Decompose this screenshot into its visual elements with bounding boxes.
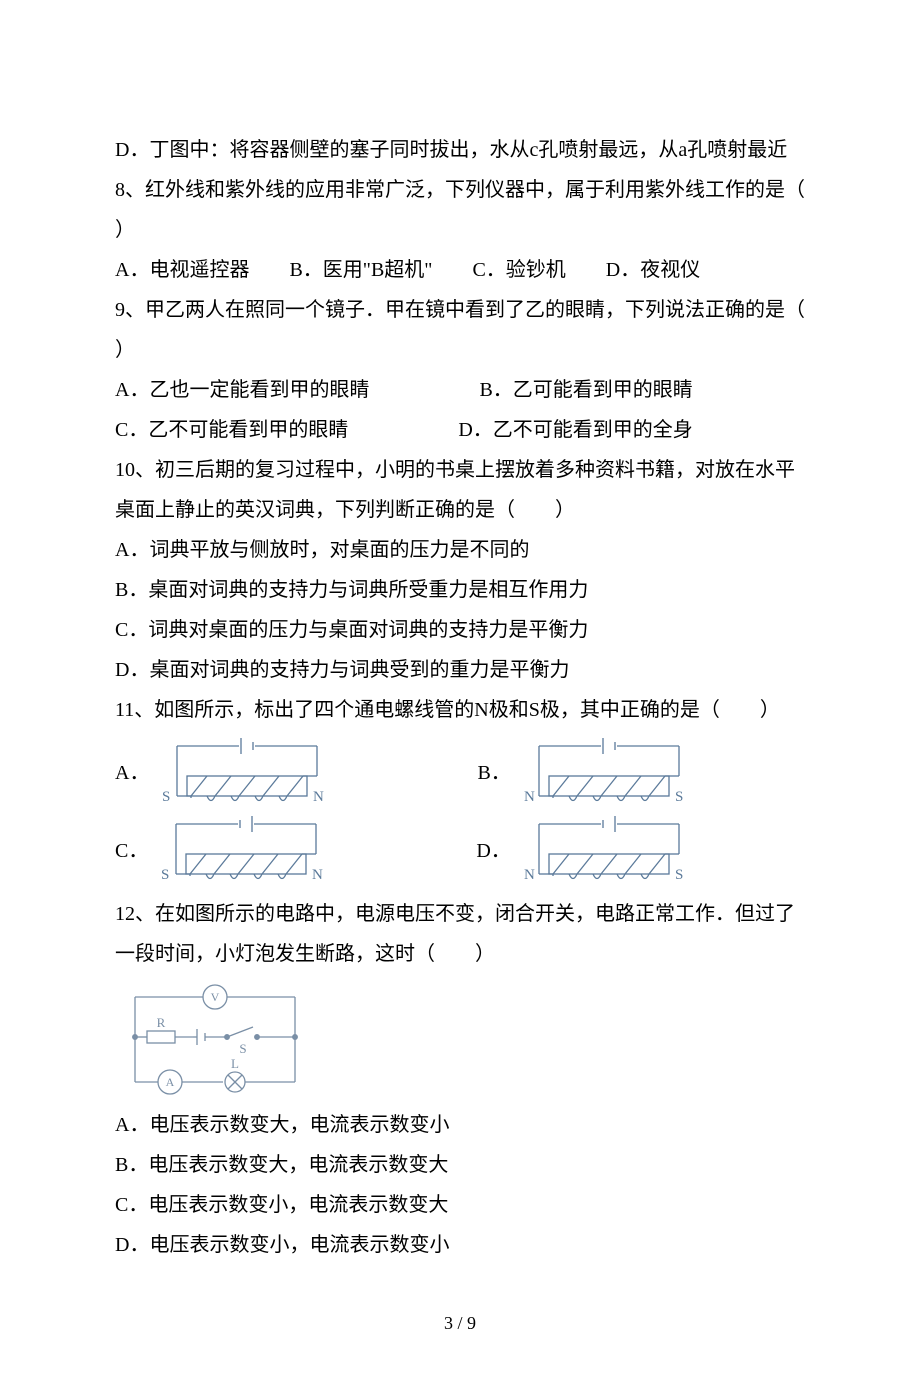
svg-text:S: S — [675, 867, 683, 883]
q10-stem-2: 桌面上静止的英汉词典，下列判断正确的是（ ） — [115, 490, 805, 530]
svg-text:N: N — [524, 867, 535, 883]
svg-text:R: R — [157, 1015, 166, 1030]
q11-opt-a-group: A． SN — [115, 738, 337, 808]
q10-stem-1: 10、初三后期的复习过程中，小明的书桌上摆放着多种资料书籍，对放在水平 — [115, 450, 805, 490]
q9-opt-b: B．乙可能看到甲的眼睛 — [479, 379, 692, 401]
q11-opt-c-group: C． SN — [115, 816, 336, 886]
q9-stem: 9、甲乙两人在照同一个镜子．甲在镜中看到了乙的眼睛，下列说法正确的是（ — [115, 290, 805, 330]
svg-text:S: S — [675, 789, 683, 805]
q12-opt-c: C．电压表示数变小，电流表示数变大 — [115, 1185, 805, 1225]
q9-row1: A．乙也一定能看到甲的眼睛 B．乙可能看到甲的眼睛 — [115, 370, 805, 410]
q12-opt-b: B．电压表示数变大，电流表示数变大 — [115, 1145, 805, 1185]
q11-solenoid-a: SN — [157, 738, 337, 808]
svg-text:N: N — [524, 789, 535, 805]
q10-opt-d: D．桌面对词典的支持力与词典受到的重力是平衡力 — [115, 650, 805, 690]
q10-opt-a: A．词典平放与侧放时，对桌面的压力是不同的 — [115, 530, 805, 570]
q12-opt-a: A．电压表示数变大，电流表示数变小 — [115, 1105, 805, 1145]
svg-text:S: S — [162, 789, 170, 805]
q11-solenoid-d: NS — [519, 816, 699, 886]
q9-row2: C．乙不可能看到甲的眼睛 D．乙不可能看到甲的全身 — [115, 410, 805, 450]
q11-opt-b-label: B． — [477, 753, 510, 793]
q10-opt-b: B．桌面对词典的支持力与词典所受重力是相互作用力 — [115, 570, 805, 610]
page-number: 3 / 9 — [115, 1305, 805, 1341]
svg-text:S: S — [239, 1041, 246, 1056]
q11-solenoid-b: NS — [519, 738, 699, 808]
q8-options: A．电视遥控器 B．医用"B超机" C．验钞机 D．夜视仪 — [115, 250, 805, 290]
q10-opt-c: C．词典对桌面的压力与桌面对词典的支持力是平衡力 — [115, 610, 805, 650]
q9-opt-d: D．乙不可能看到甲的全身 — [458, 419, 692, 441]
q11-opt-d-group: D． NS — [476, 816, 698, 886]
svg-text:V: V — [211, 990, 220, 1004]
svg-text:S: S — [161, 867, 169, 883]
q11-row1: A． SN B． NS — [115, 738, 805, 808]
q12-stem-1: 12、在如图所示的电路中，电源电压不变，闭合开关，电路正常工作．但过了 — [115, 894, 805, 934]
q9-opt-c: C．乙不可能看到甲的眼睛 — [115, 419, 348, 441]
q9-opt-a: A．乙也一定能看到甲的眼睛 — [115, 379, 369, 401]
q11-solenoid-c: SN — [156, 816, 336, 886]
svg-text:N: N — [312, 867, 323, 883]
q7-option-d: D．丁图中：将容器侧壁的塞子同时拔出，水从c孔喷射最远，从a孔喷射最近 — [115, 130, 805, 170]
svg-text:A: A — [166, 1075, 175, 1089]
q12-opt-d: D．电压表示数变小，电流表示数变小 — [115, 1225, 805, 1265]
q8-close: ） — [115, 210, 805, 250]
q11-opt-b-group: B． NS — [477, 738, 698, 808]
q12-circuit: V R S A L — [115, 982, 315, 1097]
q8-stem: 8、红外线和紫外线的应用非常广泛，下列仪器中，属于利用紫外线工作的是（ — [115, 170, 805, 210]
svg-text:N: N — [313, 789, 324, 805]
q11-stem: 11、如图所示，标出了四个通电螺线管的N极和S极，其中正确的是（ ） — [115, 690, 805, 730]
q11-opt-c-label: C． — [115, 831, 148, 871]
q11-opt-a-label: A． — [115, 753, 149, 793]
q9-close: ） — [115, 330, 805, 370]
q11-opt-d-label: D． — [476, 831, 510, 871]
exam-page: D．丁图中：将容器侧壁的塞子同时拔出，水从c孔喷射最远，从a孔喷射最近 8、红外… — [0, 0, 920, 1381]
svg-text:L: L — [231, 1056, 239, 1071]
q12-stem-2: 一段时间，小灯泡发生断路，这时（ ） — [115, 934, 805, 974]
q11-row2: C． SN D． NS — [115, 816, 805, 886]
